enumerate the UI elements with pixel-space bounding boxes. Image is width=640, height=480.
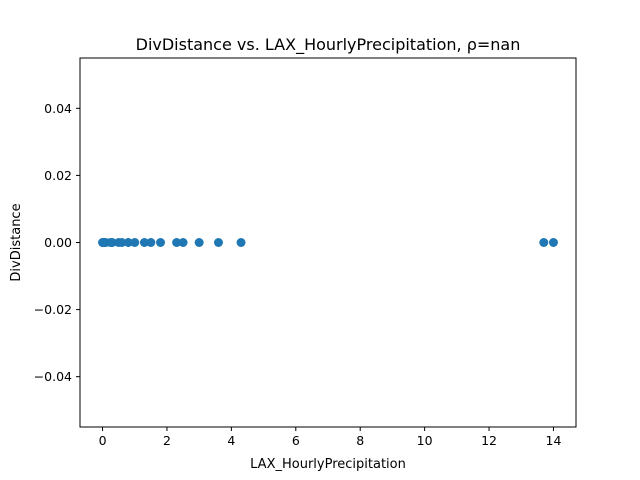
x-tick-label: 10 bbox=[417, 433, 433, 448]
x-tick-label: 8 bbox=[356, 433, 364, 448]
x-tick-label: 4 bbox=[227, 433, 235, 448]
data-point bbox=[139, 238, 149, 247]
data-point bbox=[213, 238, 223, 247]
x-tick-label: 12 bbox=[481, 433, 497, 448]
data-point bbox=[236, 238, 246, 247]
data-point bbox=[172, 238, 182, 247]
x-tick-label: 2 bbox=[163, 433, 171, 448]
y-tick-label: −0.02 bbox=[34, 302, 72, 317]
data-point bbox=[194, 238, 204, 247]
y-axis-ticks: −0.04 −0.02 0.00 0.02 0.04 bbox=[34, 101, 80, 384]
x-tick-label: 6 bbox=[292, 433, 300, 448]
y-tick-label: 0.04 bbox=[44, 101, 72, 116]
data-point bbox=[123, 238, 133, 247]
x-axis-label: LAX_HourlyPrecipitation bbox=[250, 457, 406, 472]
chart-title: DivDistance vs. LAX_HourlyPrecipitation,… bbox=[136, 35, 521, 55]
points-layer bbox=[98, 238, 558, 247]
data-point bbox=[117, 238, 127, 247]
x-tick-label: 14 bbox=[546, 433, 562, 448]
data-point bbox=[146, 238, 156, 247]
x-axis-ticks: 0 2 4 6 8 10 12 14 bbox=[99, 427, 562, 448]
plot-frame bbox=[79, 57, 577, 428]
y-tick-label: 0.00 bbox=[44, 235, 72, 250]
y-tick-label: −0.04 bbox=[34, 369, 72, 384]
y-axis-label: DivDistance bbox=[9, 203, 24, 281]
x-tick-label: 0 bbox=[99, 433, 107, 448]
data-point bbox=[107, 238, 117, 247]
data-point bbox=[130, 238, 140, 247]
data-point bbox=[178, 238, 188, 247]
y-tick-label: 0.02 bbox=[44, 168, 72, 183]
data-point bbox=[156, 238, 166, 247]
data-point bbox=[539, 238, 549, 247]
data-point bbox=[548, 238, 558, 247]
